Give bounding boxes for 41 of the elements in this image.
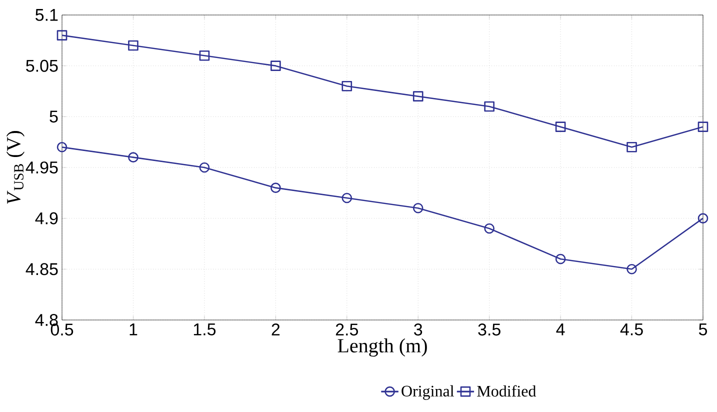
point [555,122,566,132]
point [56,30,68,40]
y-tick-label: 5 [50,110,58,123]
legend-label: Modified [477,385,536,397]
x-tick-label: 3.5 [478,324,500,336]
y-axis-title: V$_{USB}$ (V) [6,131,25,204]
x-tick-label: 2 [272,324,280,336]
x-tick-label: 0.5 [50,324,74,336]
y-tick-label: 5.1 [36,9,58,21]
point [199,162,210,173]
point [270,182,281,193]
point [698,122,708,132]
point [128,152,138,162]
point [412,91,424,102]
x-tick-label: 4 [556,324,565,336]
point [270,60,281,71]
x-tick-label: 1.5 [194,324,216,336]
x-axis-title: Length (m) [338,338,427,357]
point [484,101,494,112]
x-tick-label: 3 [414,324,422,336]
point [626,264,637,274]
y-tick-label: 4.9 [35,212,58,224]
x-tick-label: 2.5 [336,324,358,336]
x-tick-label: 4.5 [620,324,643,336]
y-tick-label: 5.05 [26,60,58,72]
point [128,40,138,51]
y-tick-label: 4.95 [26,161,58,174]
point [56,142,68,152]
point [555,254,566,264]
x-tick-label: 1 [130,324,138,336]
point [199,50,210,61]
legend-label: Original [402,385,454,400]
point [626,142,637,152]
x-tick-label: 5 [698,324,707,336]
point [412,203,424,214]
point [698,213,708,224]
y-tick-label: 4.85 [26,263,58,276]
y-tick-label: 4.8 [35,314,58,326]
point [342,192,352,204]
point [342,81,352,92]
point [484,223,494,234]
